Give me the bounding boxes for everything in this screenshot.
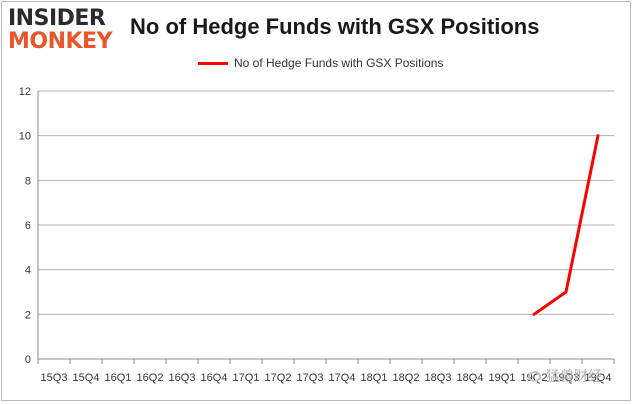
- chart-title: No of Hedge Funds with GSX Positions: [130, 14, 540, 39]
- y-tick-label: 6: [25, 220, 31, 232]
- x-tick-label: 16Q2: [137, 372, 164, 384]
- y-tick-label: 2: [25, 309, 31, 321]
- watermark-text: 猛兽财经: [546, 368, 602, 384]
- x-tick-label: 17Q3: [297, 372, 324, 384]
- x-tick-label: 17Q2: [265, 372, 292, 384]
- y-tick-label: 0: [25, 354, 31, 366]
- x-tick-label: 17Q4: [329, 372, 356, 384]
- x-tick-label: 16Q1: [105, 372, 132, 384]
- watermark: 猛兽财经: [528, 366, 602, 386]
- logo-line2: MONKEY: [8, 29, 113, 54]
- x-tick-label: 18Q4: [457, 372, 484, 384]
- legend-swatch: [198, 61, 228, 65]
- series-line: [532, 134, 600, 316]
- x-tick-label: 19Q4: [585, 372, 612, 384]
- x-tick-label: 19Q3: [553, 372, 580, 384]
- legend-label: No of Hedge Funds with GSX Positions: [234, 56, 444, 70]
- x-tick-label: 19Q1: [489, 372, 516, 384]
- x-tick-label: 15Q3: [41, 372, 68, 384]
- y-tick-label: 10: [19, 131, 31, 143]
- insider-monkey-logo: INSIDER MONKEY: [8, 6, 116, 54]
- x-tick-label: 18Q1: [361, 372, 388, 384]
- x-tick-label: 17Q1: [233, 372, 260, 384]
- chart-legend: No of Hedge Funds with GSX Positions: [198, 56, 443, 70]
- x-tick-label: 16Q3: [169, 372, 196, 384]
- y-tick-label: 4: [25, 265, 31, 277]
- y-tick-label: 8: [25, 175, 31, 187]
- x-tick-label: 15Q4: [73, 372, 100, 384]
- x-tick-label: 16Q4: [201, 372, 228, 384]
- y-tick-label: 12: [19, 86, 31, 98]
- x-tick-label: 18Q2: [393, 372, 420, 384]
- logo-line1: INSIDER: [8, 6, 106, 31]
- wechat-icon: [528, 370, 541, 382]
- x-tick-label: 18Q3: [425, 372, 452, 384]
